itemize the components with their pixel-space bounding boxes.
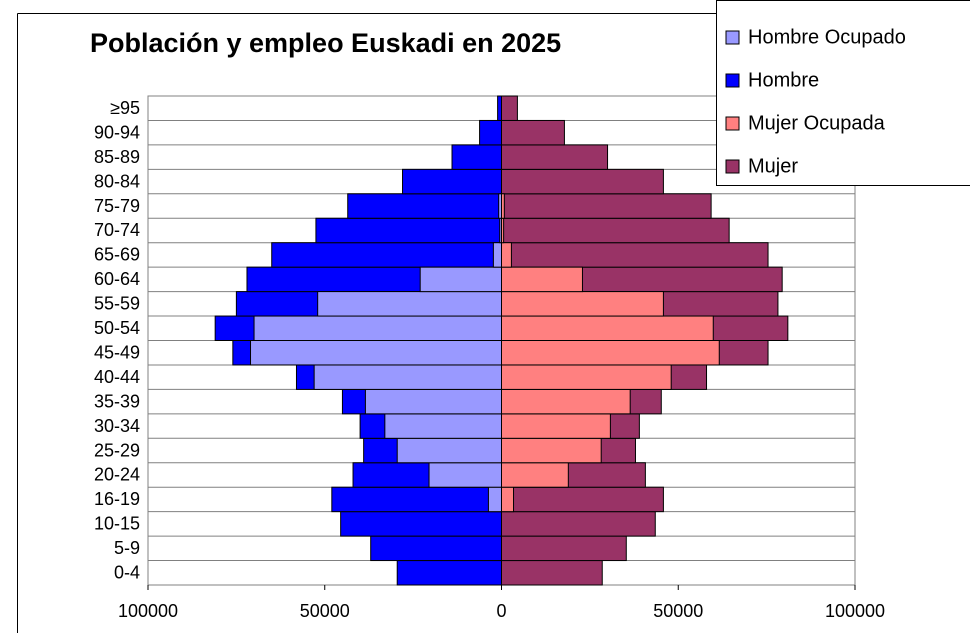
bar bbox=[370, 535, 502, 562]
bar bbox=[402, 168, 502, 195]
y-tick-label: 80-84 bbox=[94, 171, 140, 191]
y-tick-label: 55-59 bbox=[94, 294, 140, 314]
bar bbox=[250, 340, 502, 366]
bar bbox=[497, 95, 503, 121]
bar bbox=[501, 315, 714, 341]
legend-label: Hombre Ocupado bbox=[748, 26, 906, 48]
bar bbox=[419, 266, 503, 293]
y-tick-label: 0-4 bbox=[114, 563, 140, 583]
y-tick-label: 10-15 bbox=[94, 514, 140, 534]
y-tick-label: 85-89 bbox=[94, 147, 140, 167]
bar bbox=[384, 413, 502, 439]
bar bbox=[313, 364, 502, 390]
bar bbox=[501, 364, 672, 390]
y-tick-label: 60-64 bbox=[94, 269, 140, 289]
x-tick-label: 0 bbox=[496, 601, 506, 621]
bar bbox=[487, 486, 503, 513]
bar bbox=[501, 266, 583, 293]
legend-label: Mujer Ocupada bbox=[748, 112, 886, 134]
bar bbox=[501, 193, 712, 219]
bar bbox=[428, 462, 502, 488]
bar bbox=[501, 535, 627, 562]
bar bbox=[331, 486, 502, 513]
bar bbox=[340, 511, 502, 537]
bar bbox=[501, 560, 603, 586]
bar bbox=[501, 168, 664, 195]
y-tick-label: 5-9 bbox=[114, 538, 140, 558]
y-tick-label: 40-44 bbox=[94, 367, 140, 387]
y-tick-label: 50-54 bbox=[94, 318, 140, 338]
y-tick-label: ≥95 bbox=[110, 98, 140, 118]
legend-box bbox=[716, 0, 970, 186]
bar bbox=[479, 119, 503, 146]
x-tick-label: 100000 bbox=[118, 601, 178, 621]
bar bbox=[501, 486, 664, 513]
legend-label: Hombre bbox=[748, 69, 819, 91]
bar bbox=[501, 486, 515, 513]
y-tick-label: 75-79 bbox=[94, 196, 140, 216]
y-tick-label: 70-74 bbox=[94, 220, 140, 240]
bar bbox=[501, 242, 769, 268]
bar bbox=[364, 388, 502, 415]
bar bbox=[271, 242, 502, 268]
y-tick-label: 35-39 bbox=[94, 391, 140, 411]
bar bbox=[501, 217, 730, 244]
y-tick-label: 25-29 bbox=[94, 440, 140, 460]
bar bbox=[396, 560, 502, 586]
bar bbox=[253, 315, 502, 341]
x-tick-label: 100000 bbox=[825, 601, 885, 621]
legend-swatch bbox=[725, 159, 740, 174]
y-tick-label: 65-69 bbox=[94, 245, 140, 265]
bar bbox=[347, 193, 503, 219]
bar bbox=[501, 437, 602, 464]
bar bbox=[501, 388, 631, 415]
bar bbox=[501, 511, 656, 537]
x-tick-label: 50000 bbox=[653, 601, 703, 621]
bar bbox=[451, 144, 503, 170]
legend-swatch bbox=[725, 116, 740, 131]
chart-title: Población y empleo Euskadi en 2025 bbox=[90, 28, 561, 58]
legend-swatch bbox=[725, 30, 740, 45]
bar bbox=[317, 291, 502, 317]
y-tick-label: 90-94 bbox=[94, 122, 140, 142]
bar bbox=[501, 291, 664, 317]
bar bbox=[501, 340, 720, 366]
legend-swatch bbox=[725, 73, 740, 88]
y-tick-label: 16-19 bbox=[94, 489, 140, 509]
bar bbox=[501, 462, 569, 488]
y-tick-label: 45-49 bbox=[94, 342, 140, 362]
y-tick-label: 20-24 bbox=[94, 465, 140, 485]
bar bbox=[492, 242, 503, 268]
bar bbox=[501, 242, 512, 268]
bar bbox=[501, 119, 565, 146]
legend-label: Mujer bbox=[748, 155, 798, 177]
x-tick-label: 50000 bbox=[300, 601, 350, 621]
y-tick-label: 30-34 bbox=[94, 416, 140, 436]
bar bbox=[396, 437, 502, 464]
bar bbox=[315, 217, 502, 244]
bar bbox=[501, 413, 611, 439]
bar bbox=[501, 95, 518, 121]
bar bbox=[501, 144, 609, 170]
